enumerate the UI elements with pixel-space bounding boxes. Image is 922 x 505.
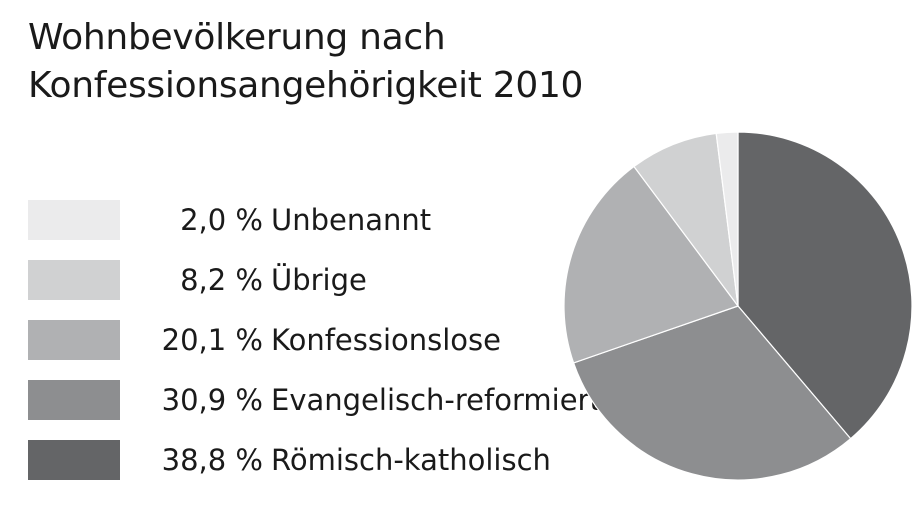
legend-item-unbenannt: 2,0 % Unbenannt — [28, 200, 568, 240]
legend-value-konfessionslose: 20,1 % — [161, 323, 263, 357]
pie-slice-uebrige — [633, 132, 739, 307]
legend-label-evangelisch-reformiert: Evangelisch-reformiert — [271, 383, 601, 417]
legend-swatch-roemisch-katholisch — [28, 440, 120, 480]
pie-chart — [563, 131, 913, 481]
legend-item-roemisch-katholisch: 38,8 % Römisch-katholisch — [28, 440, 568, 480]
legend-label-roemisch-katholisch: Römisch-katholisch — [271, 443, 551, 477]
chart-title-line-1: Wohnbevölkerung nach — [28, 17, 446, 58]
pie-slice-konfessionslose — [563, 165, 739, 364]
pie-slice-roemisch-katholisch — [737, 131, 913, 440]
legend-swatch-konfessionslose — [28, 320, 120, 360]
legend-swatch-uebrige — [28, 260, 120, 300]
legend-label-konfessionslose: Konfessionslose — [271, 323, 502, 357]
legend-label-unbenannt: Unbenannt — [271, 203, 432, 237]
legend: 2,0 % Unbenannt 8,2 % Übrige 20,1 % Konf… — [28, 200, 601, 480]
chart-title-line-2: Konfessionsangehörigkeit 2010 — [28, 65, 584, 106]
legend-value-uebrige: 8,2 % — [180, 263, 263, 297]
legend-item-evangelisch-reformiert: 30,9 % Evangelisch-reformiert — [28, 380, 601, 420]
legend-item-uebrige: 8,2 % Übrige — [28, 260, 568, 300]
legend-value-evangelisch-reformiert: 30,9 % — [161, 383, 263, 417]
pie-slice-unbenannt — [715, 131, 739, 307]
legend-label-uebrige: Übrige — [271, 263, 367, 297]
legend-value-roemisch-katholisch: 38,8 % — [161, 443, 263, 477]
legend-item-konfessionslose: 20,1 % Konfessionslose — [28, 320, 568, 360]
legend-swatch-unbenannt — [28, 200, 120, 240]
chart-title: Wohnbevölkerung nach Konfessionsangehöri… — [28, 14, 583, 110]
legend-value-unbenannt: 2,0 % — [180, 203, 263, 237]
legend-swatch-evangelisch-reformiert — [28, 380, 120, 420]
pie-slice-evangelisch-reformiert — [572, 305, 852, 481]
